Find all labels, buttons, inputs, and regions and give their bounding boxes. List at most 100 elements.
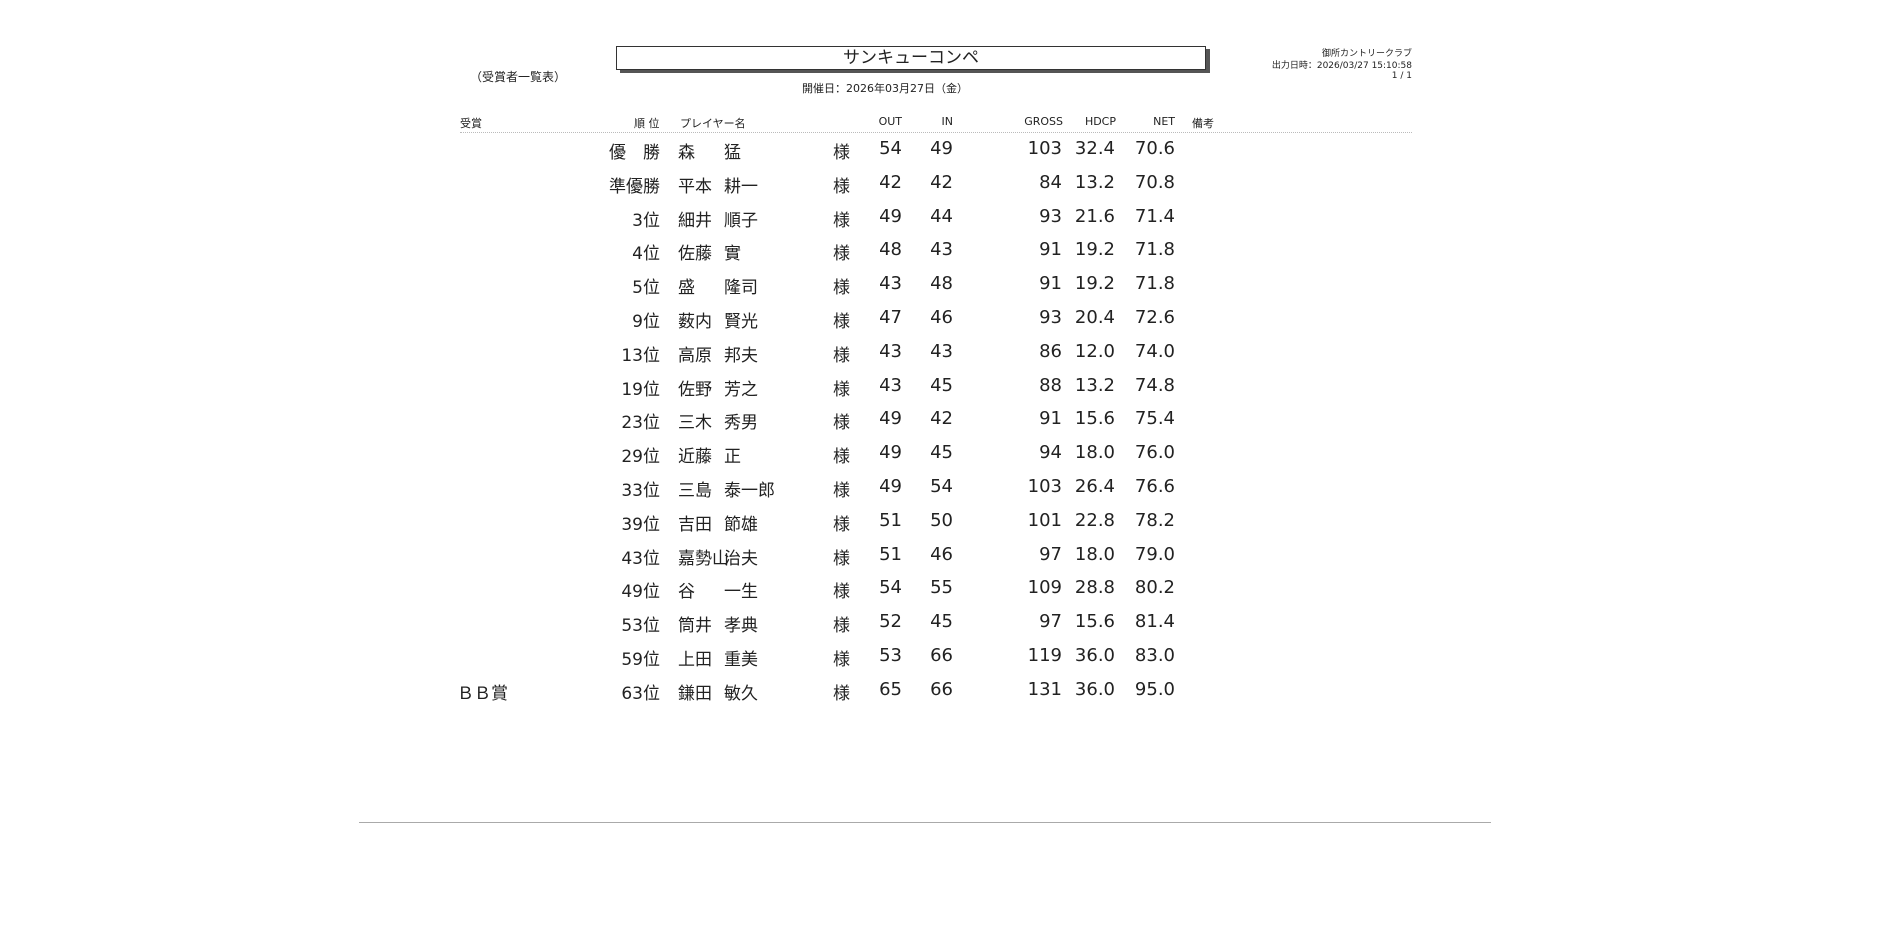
rank-cell: 4位 [632, 244, 660, 265]
player-family-name: 筒井 [678, 616, 712, 637]
player-family-name: 細井 [678, 210, 712, 231]
handicap: 32.4 [1074, 138, 1115, 159]
table-row: 準優勝 平本 耕一 様 42 42 84 13.2 70.8 [0, 172, 1891, 206]
event-date: 開催日：2026年03月27日（金） [802, 82, 968, 95]
in-score: 66 [930, 645, 953, 666]
player-given-name: 秀男 [724, 413, 758, 434]
handicap: 22.8 [1074, 509, 1115, 531]
footer-divider [359, 822, 1491, 823]
table-row: 43位 嘉勢山 治夫 様 51 46 97 18.0 79.0 [0, 544, 1891, 578]
honorific: 様 [833, 514, 850, 535]
honorific: 様 [833, 650, 850, 670]
net-score: 76.0 [1134, 442, 1175, 464]
net-score: 78.2 [1134, 509, 1175, 531]
out-score: 47 [879, 307, 902, 328]
out-score: 52 [879, 611, 902, 633]
header-player: プレイヤー名 [680, 117, 746, 130]
honorific: 様 [833, 548, 850, 569]
table-row: 3位 細井 順子 様 49 44 93 21.6 71.4 [0, 206, 1891, 240]
gross-score: 91 [1039, 239, 1062, 261]
player-given-name: 賢光 [724, 312, 758, 332]
header-divider [460, 132, 1412, 133]
handicap: 18.0 [1074, 543, 1115, 565]
player-given-name: 治夫 [724, 548, 758, 569]
rank-cell: 優 勝 [609, 143, 660, 163]
honorific: 様 [833, 176, 850, 197]
player-family-name: 盛 [678, 278, 695, 299]
net-score: 95.0 [1134, 678, 1175, 700]
handicap: 15.6 [1074, 611, 1115, 633]
rank-cell: 59位 [621, 650, 660, 670]
net-score: 70.6 [1134, 138, 1175, 159]
gross-score: 93 [1039, 307, 1062, 328]
rank-cell: 19位 [621, 379, 660, 400]
player-given-name: 邦夫 [724, 345, 758, 366]
gross-score: 88 [1039, 374, 1062, 396]
gross-score: 97 [1039, 543, 1062, 565]
honorific: 様 [833, 582, 850, 603]
honorific: 様 [833, 447, 850, 468]
gross-score: 86 [1039, 340, 1062, 362]
handicap: 19.2 [1074, 273, 1115, 295]
rank-cell: 43位 [621, 548, 660, 569]
in-score: 45 [930, 611, 953, 633]
handicap: 26.4 [1074, 476, 1115, 497]
gross-score: 103 [1027, 138, 1062, 159]
out-score: 49 [879, 408, 902, 430]
gross-score: 93 [1039, 205, 1062, 227]
table-row: 優 勝森 猛 様 54 49 103 32.4 70.6 [0, 138, 1891, 172]
in-score: 45 [930, 442, 953, 464]
header-out: OUT [878, 115, 902, 128]
player-given-name: 泰一郎 [724, 481, 775, 501]
rank-cell: 3位 [632, 210, 660, 231]
in-score: 46 [930, 307, 953, 328]
rank-cell: 39位 [621, 514, 660, 535]
net-score: 75.4 [1134, 408, 1175, 430]
table-row: 53位 筒井 孝典 様 52 45 97 15.6 81.4 [0, 611, 1891, 645]
in-score: 45 [930, 374, 953, 396]
gross-score: 109 [1027, 577, 1062, 599]
report-subtitle: （受賞者一覧表） [470, 70, 567, 84]
player-given-name: 敏久 [724, 683, 758, 704]
table-row: 23位 三木 秀男 様 49 42 91 15.6 75.4 [0, 408, 1891, 442]
header-gross: GROSS [1024, 115, 1063, 128]
header-award: 受賞 [460, 117, 482, 130]
rank-cell: 5位 [632, 278, 660, 299]
honorific: 様 [833, 244, 850, 265]
table-row: 29位 近藤正 様 49 45 94 18.0 76.0 [0, 442, 1891, 476]
honorific: 様 [833, 210, 850, 231]
player-given-name: 猛 [724, 143, 741, 163]
player-family-name: 嘉勢山 [678, 548, 729, 569]
table-row: 13位 高原 邦夫 様 43 43 86 12.0 74.0 [0, 341, 1891, 375]
out-score: 43 [879, 273, 902, 295]
honorific: 様 [833, 683, 850, 704]
out-score: 54 [879, 138, 902, 159]
table-row: 33位 三島 泰一郎 様 49 54 103 26.4 76.6 [0, 476, 1891, 510]
net-score: 70.8 [1134, 171, 1175, 193]
handicap: 19.2 [1074, 239, 1115, 261]
out-score: 49 [879, 442, 902, 464]
table-row: ＢＢ賞 63位 鎌田 敏久 様 65 66 131 36.0 95.0 [0, 679, 1891, 713]
in-score: 54 [930, 476, 953, 497]
honorific: 様 [833, 345, 850, 366]
table-row: 39位 吉田 節雄 様 51 50 101 22.8 78.2 [0, 510, 1891, 544]
out-score: 49 [879, 205, 902, 227]
player-family-name: 佐野 [678, 379, 712, 400]
net-score: 71.4 [1134, 205, 1175, 227]
out-score: 43 [879, 340, 902, 362]
gross-score: 131 [1027, 678, 1062, 700]
club-name: 御所カントリークラブ [1321, 49, 1412, 59]
out-score: 51 [879, 509, 902, 531]
honorific: 様 [833, 481, 850, 501]
player-given-name: 節雄 [724, 514, 758, 535]
player-given-name: 實 [724, 244, 741, 265]
rank-cell: 準優勝 [609, 176, 660, 197]
gross-score: 94 [1039, 442, 1062, 464]
player-given-name: 隆司 [724, 278, 758, 299]
honorific: 様 [833, 143, 850, 163]
player-given-name: 重美 [724, 650, 758, 670]
out-score: 65 [879, 678, 902, 700]
out-score: 43 [879, 374, 902, 396]
net-score: 83.0 [1134, 645, 1175, 666]
handicap: 13.2 [1074, 374, 1115, 396]
